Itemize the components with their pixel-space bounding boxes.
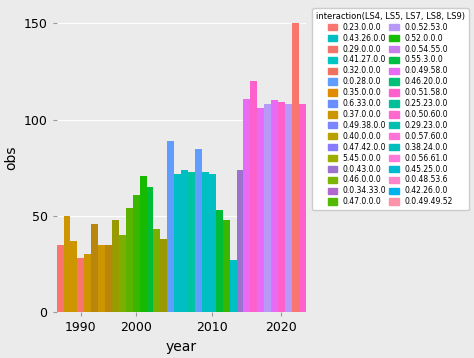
Bar	[216, 210, 223, 312]
Bar	[264, 104, 271, 312]
Bar	[146, 187, 154, 312]
Bar	[105, 245, 112, 312]
Bar	[91, 224, 98, 312]
Bar	[154, 229, 160, 312]
Legend: 0.23.0.0.0, 0.43.26.0.0, 0.29.0.0.0, 0.41.27.0.0, 0.32.0.0.0, 0.0.28.0.0, 0.35.0: 0.23.0.0.0, 0.43.26.0.0, 0.29.0.0.0, 0.4…	[312, 8, 469, 210]
Bar	[250, 81, 257, 312]
Bar	[133, 195, 140, 312]
Bar	[188, 172, 195, 312]
Bar	[119, 235, 126, 312]
Bar	[278, 102, 285, 312]
Bar	[237, 170, 244, 312]
Bar	[181, 170, 188, 312]
Bar	[126, 208, 133, 312]
Bar	[77, 258, 84, 312]
Bar	[174, 174, 181, 312]
Bar	[140, 175, 146, 312]
Bar	[112, 220, 119, 312]
Bar	[292, 23, 299, 312]
Bar	[195, 149, 202, 312]
Bar	[271, 101, 278, 312]
Bar	[64, 216, 71, 312]
Bar	[223, 220, 229, 312]
Y-axis label: obs: obs	[4, 146, 18, 170]
Bar	[202, 172, 209, 312]
Bar	[84, 255, 91, 312]
Bar	[257, 108, 264, 312]
Bar	[229, 260, 237, 312]
Bar	[98, 245, 105, 312]
Bar	[244, 98, 250, 312]
X-axis label: year: year	[165, 340, 197, 354]
Bar	[71, 241, 77, 312]
Bar	[56, 245, 64, 312]
Bar	[167, 141, 174, 312]
Bar	[285, 104, 292, 312]
Bar	[209, 174, 216, 312]
Bar	[160, 239, 167, 312]
Bar	[299, 104, 306, 312]
